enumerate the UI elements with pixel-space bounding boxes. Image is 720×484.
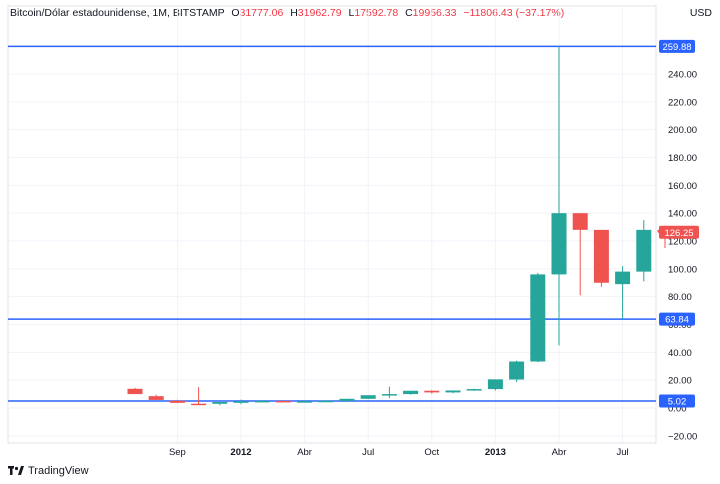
y-tick-label: 0.00 xyxy=(668,404,687,415)
y-tick-label: 220.00 xyxy=(668,97,697,108)
candle-body xyxy=(509,361,525,380)
close-value: 19956.33 xyxy=(412,7,457,19)
candle-body xyxy=(530,274,546,362)
x-tick-label: 2013 xyxy=(485,447,506,458)
candle-body xyxy=(339,398,355,402)
y-tick-label: 40.00 xyxy=(668,348,692,359)
price-line-label: 5.02 xyxy=(668,397,687,408)
y-tick-label: 240.00 xyxy=(668,70,697,81)
y-tick-label: 140.00 xyxy=(668,209,697,220)
price-line-badge xyxy=(659,394,695,408)
low-value: 17592.78 xyxy=(354,7,399,19)
y-tick-label: 120.00 xyxy=(668,237,697,248)
candle-body xyxy=(254,400,270,403)
x-tick-label: Abr xyxy=(552,447,567,458)
x-tick-label: Abr xyxy=(297,447,312,458)
open-label: O xyxy=(231,7,240,19)
candle-body xyxy=(169,400,185,403)
high-label: H xyxy=(290,7,298,19)
tradingview-logo[interactable]: TradingView xyxy=(8,465,89,477)
candle-body xyxy=(318,400,334,403)
x-tick-label: Sep xyxy=(169,447,186,458)
price-line-badge xyxy=(659,312,695,326)
y-tick-label: 80.00 xyxy=(668,292,692,303)
candle-body xyxy=(233,401,249,403)
x-tick-label: Jul xyxy=(362,447,374,458)
candle-body xyxy=(127,388,143,395)
candle-body xyxy=(615,271,631,285)
candle-body xyxy=(191,403,207,406)
open-value: 31777.06 xyxy=(239,7,284,19)
candle-body xyxy=(466,389,482,391)
candle-body xyxy=(403,390,419,395)
candle-body xyxy=(487,379,503,390)
x-tick-label: 2012 xyxy=(230,447,251,458)
candle-body xyxy=(593,229,609,283)
candle-body xyxy=(445,390,461,393)
currency-label[interactable]: USD xyxy=(689,7,712,19)
tradingview-label: TradingView xyxy=(28,465,89,477)
candle-body xyxy=(360,395,376,399)
y-tick-label: 200.00 xyxy=(668,125,697,136)
x-tick-label: Oct xyxy=(424,447,439,458)
symbol-legend: Bitcoin/Dólar estadounidense, 1M, BITSTA… xyxy=(10,7,564,19)
close-label: C xyxy=(405,7,413,19)
x-tick-label: Jul xyxy=(617,447,629,458)
tradingview-icon xyxy=(8,466,24,475)
price-line-badge xyxy=(659,39,695,53)
y-tick-label: 180.00 xyxy=(668,153,697,164)
candle-body xyxy=(212,402,228,404)
symbol-title: Bitcoin/Dólar estadounidense, 1M, BITSTA… xyxy=(10,7,225,19)
candle-body xyxy=(636,229,652,272)
last-price-label: 126.25 xyxy=(664,228,693,239)
candle-body xyxy=(572,213,588,230)
candle-body xyxy=(297,401,313,403)
price-line-label: 259.88 xyxy=(662,42,691,53)
candle-body xyxy=(381,394,397,396)
candle-body xyxy=(424,390,440,393)
y-tick-label: −20.00 xyxy=(668,431,697,442)
low-label: L xyxy=(348,7,355,19)
last-price-badge xyxy=(659,225,699,239)
y-tick-label: 20.00 xyxy=(668,376,692,387)
candle-body xyxy=(551,213,567,275)
candle-body xyxy=(148,396,164,400)
candle-body xyxy=(275,400,291,403)
price-line-label: 63.84 xyxy=(665,315,689,326)
high-value: 31962.79 xyxy=(297,7,342,19)
y-tick-label: 100.00 xyxy=(668,264,697,275)
y-tick-label: 160.00 xyxy=(668,181,697,192)
change-value: −11806.43 (−37.17%) xyxy=(463,7,565,19)
